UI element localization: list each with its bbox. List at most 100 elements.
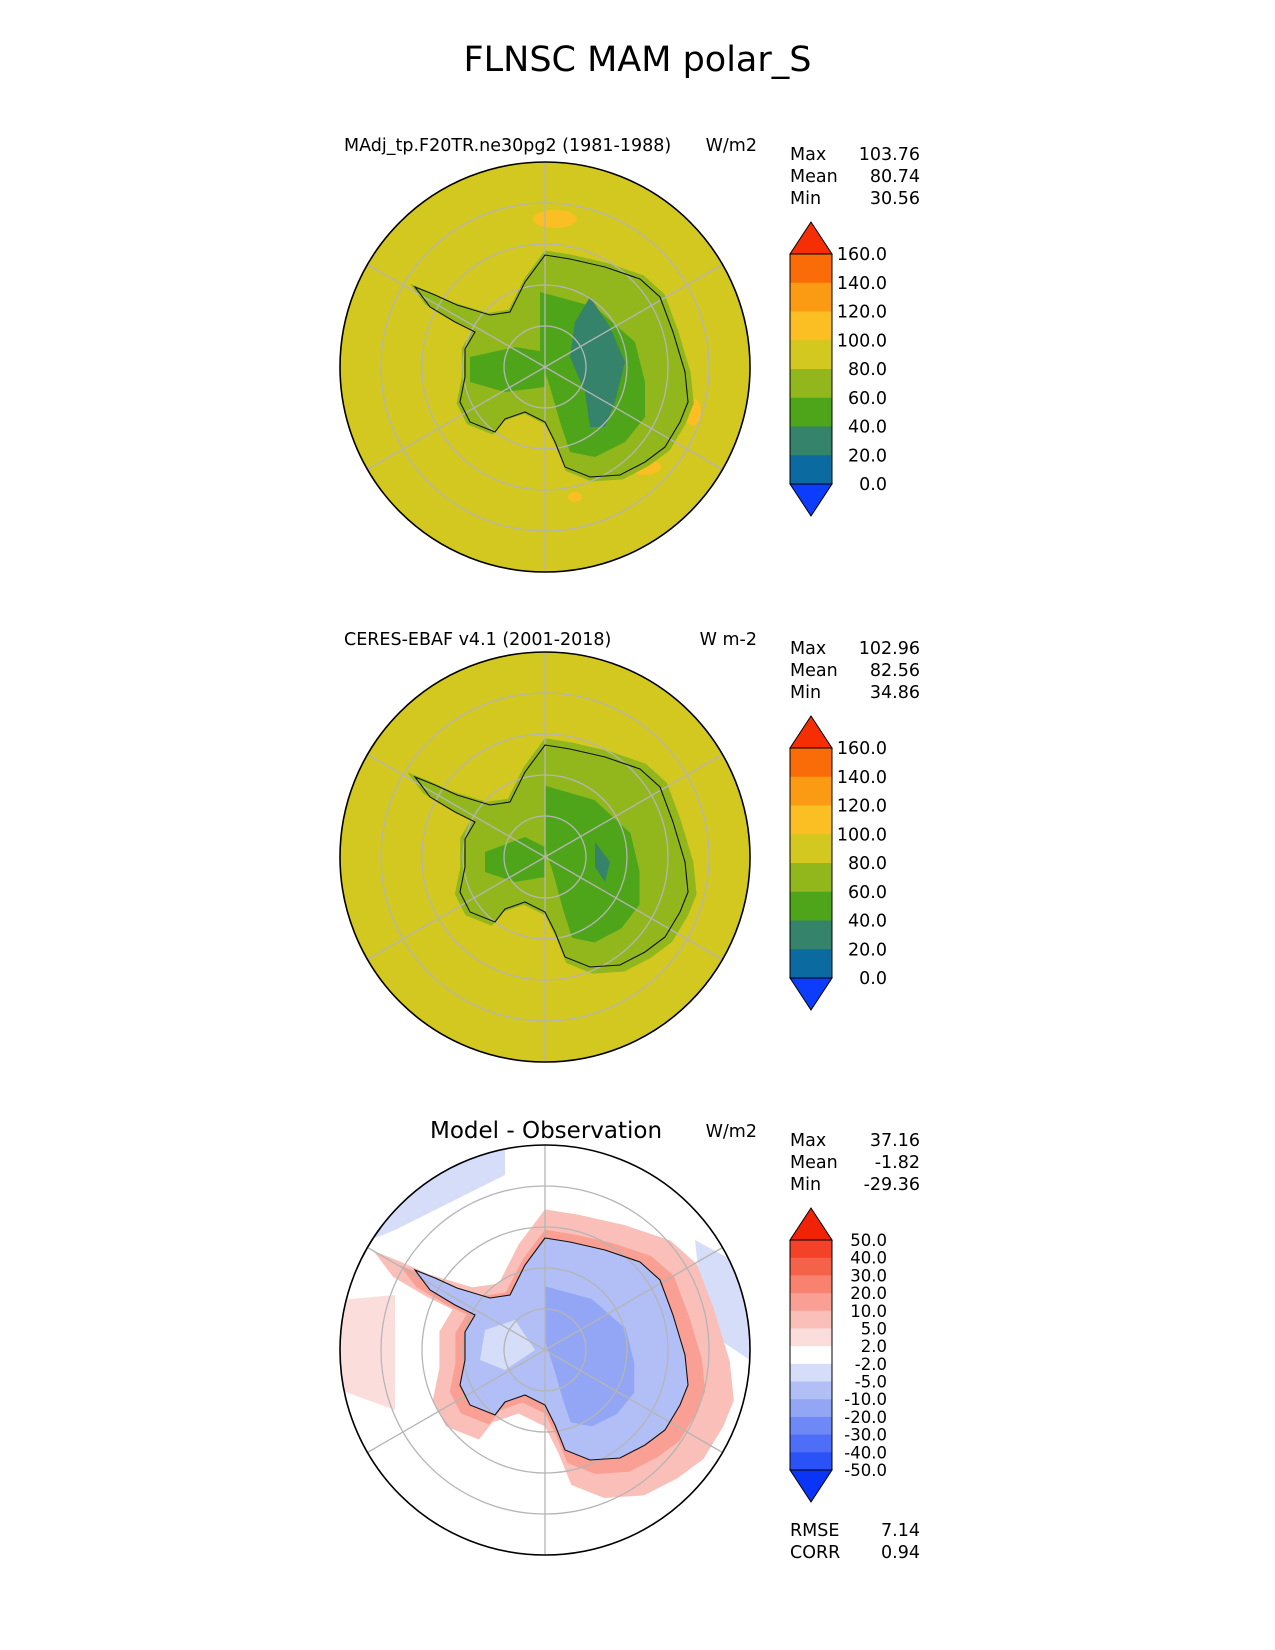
- colorbar-tick-label: 60.0: [848, 389, 887, 409]
- colorbar-segment: [790, 1328, 832, 1347]
- colorbar-tick-label: -20.0: [844, 1408, 887, 1427]
- colorbar-segment: [790, 1275, 832, 1294]
- colorbar-segment: [790, 1452, 832, 1471]
- colorbar-tick-label: 120.0: [837, 303, 887, 323]
- west-antarctic-field: [480, 1320, 535, 1370]
- colorbar-extend-max: [789, 1207, 833, 1241]
- colorbar-segment: [790, 455, 832, 485]
- longitude-line: [544, 753, 723, 858]
- stat-value: 37.16: [869, 1131, 920, 1151]
- colorbar-segment: [790, 805, 832, 835]
- colorbar-diff: -50.0-40.0-30.0-20.0-10.0-5.0-2.02.05.01…: [789, 1207, 887, 1503]
- colorbar-tick-label: 80.0: [848, 854, 887, 874]
- stat-value: 7.14: [881, 1521, 920, 1541]
- colorbar-segment: [790, 369, 832, 399]
- stat-value: 103.76: [858, 145, 920, 165]
- longitude-line: [367, 263, 546, 368]
- map-gridlines: [367, 162, 723, 572]
- colorbar-tick-label: 100.0: [837, 825, 887, 845]
- colorbar-segment: [790, 311, 832, 341]
- colorbar-segment: [790, 426, 832, 456]
- stat-value: 102.96: [858, 639, 920, 659]
- west-antarctic-field: [470, 347, 545, 392]
- colorbar-tick-label: 40.0: [848, 418, 887, 438]
- colorbar-segment: [790, 891, 832, 921]
- colorbar-segment: [790, 1416, 832, 1436]
- longitude-line: [367, 366, 546, 471]
- panel-title-model: MAdj_tp.F20TR.ne30pg2 (1981-1988): [344, 136, 672, 156]
- stat-value: 0.94: [881, 1543, 920, 1563]
- stat-label: Max: [790, 639, 827, 659]
- stat-label: Mean: [790, 167, 838, 187]
- colorbar-tick-label: 2.0: [861, 1337, 887, 1356]
- negative-patch: [345, 1145, 505, 1250]
- stat-label: Mean: [790, 1153, 838, 1173]
- longitude-line: [544, 263, 723, 368]
- stat-label: Mean: [790, 661, 838, 681]
- map-border: [339, 1144, 751, 1556]
- colorbar-model: 0.0 20.0 40.0 60.0 80.0 100.0 120.0 140.0 160.0: [789, 221, 887, 517]
- colorbar-tick-label: 20.0: [850, 1284, 887, 1303]
- stat-label: Max: [790, 145, 827, 165]
- colorbar-segment: [790, 1293, 832, 1312]
- colorbar-tick-label: -40.0: [844, 1443, 887, 1462]
- colorbar-tick-label: 30.0: [850, 1266, 887, 1285]
- colorbar-tick-label: -10.0: [844, 1390, 887, 1409]
- colorbar-tick-label: 140.0: [837, 768, 887, 788]
- antarctic-interior-field: [545, 785, 640, 943]
- map-gridlines: [367, 652, 723, 1062]
- stat-label: Max: [790, 1131, 827, 1151]
- colorbar-frame: [789, 253, 833, 485]
- longitude-line: [544, 1349, 723, 1454]
- colorbar-segment: [790, 1399, 832, 1418]
- colorbar-tick-label: 50.0: [850, 1231, 887, 1250]
- longitude-line: [367, 1246, 546, 1351]
- colorbar-segment: [790, 397, 832, 427]
- colorbar-segment: [790, 1240, 832, 1259]
- colorbar-segment: [790, 254, 832, 284]
- colorbar-extend-min: [789, 1469, 833, 1503]
- colorbar-extend-max: [789, 221, 833, 255]
- colorbar-obs: 0.0 20.0 40.0 60.0 80.0 100.0 120.0 140.0 160.0: [789, 715, 887, 1011]
- longitude-line: [367, 753, 546, 858]
- colorbar-frame: [789, 1239, 833, 1471]
- high-flux-patch: [533, 210, 577, 228]
- longitude-line: [544, 1246, 723, 1351]
- coastline: [413, 254, 689, 478]
- colorbar-extend-max: [789, 715, 833, 749]
- longitude-line: [367, 1349, 546, 1454]
- coastline: [413, 1237, 689, 1461]
- colorbar-tick-label: 0.0: [859, 969, 887, 989]
- polar-map-obs: [339, 651, 751, 1063]
- colorbar-segment: [790, 920, 832, 950]
- colorbar-segment: [790, 1310, 832, 1329]
- colorbar-frame: [789, 747, 833, 979]
- stats-obs: Max 102.96 Mean 82.56 Min 34.86: [790, 638, 920, 704]
- colorbar-segment: [790, 949, 832, 979]
- longitude-line: [367, 856, 546, 961]
- colorbar-tick-label: 60.0: [848, 883, 887, 903]
- stats-diff-extra: RMSE 7.14 CORR 0.94: [790, 1520, 920, 1564]
- east-antarctic-plateau-field: [595, 842, 610, 882]
- colorbar-tick-label: -50.0: [844, 1461, 887, 1480]
- colorbar-tick-label: 40.0: [850, 1249, 887, 1268]
- stat-label: Min: [790, 683, 822, 703]
- east-antarctic-plateau-field: [570, 297, 625, 427]
- stat-value: 80.74: [869, 167, 920, 187]
- colorbar-tick-label: 80.0: [848, 360, 887, 380]
- longitude-line: [544, 856, 723, 961]
- stat-value: 30.56: [869, 189, 920, 209]
- figure-title: FLNSC MAM polar_S: [463, 40, 812, 80]
- map-border: [339, 161, 751, 573]
- stat-value: 34.86: [869, 683, 920, 703]
- positive-patch: [340, 1295, 395, 1410]
- stats-model: Max 103.76 Mean 80.74 Min 30.56: [790, 144, 920, 210]
- coastline: [413, 744, 689, 968]
- colorbar-segment: [790, 1346, 832, 1365]
- units-model: W/m2: [705, 136, 757, 156]
- stat-value: 82.56: [869, 661, 920, 681]
- stat-label: Min: [790, 1175, 822, 1195]
- stat-label: CORR: [790, 1543, 841, 1563]
- colorbar-segment: [790, 748, 832, 778]
- colorbar-segment: [790, 1434, 832, 1453]
